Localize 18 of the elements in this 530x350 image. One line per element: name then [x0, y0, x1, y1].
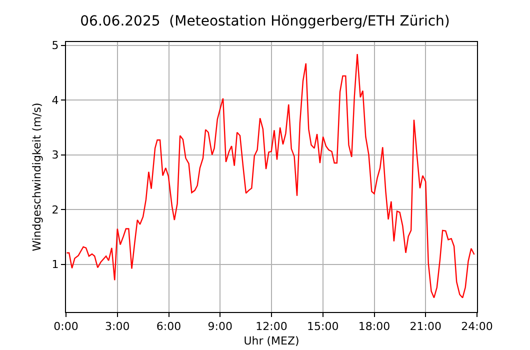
x-tick-label: 0:00 — [54, 320, 78, 334]
y-tick-label: 2 — [52, 203, 59, 216]
x-tick-label: 12:00 — [256, 320, 288, 334]
x-axis-title: Uhr (MEZ) — [244, 334, 300, 348]
x-tick-label: 18:00 — [358, 320, 390, 334]
x-tick-label: 15:00 — [307, 320, 339, 334]
x-tick-label: 9:00 — [208, 320, 232, 334]
x-tick-label: 6:00 — [156, 320, 182, 334]
y-tick-label: 3 — [52, 148, 59, 162]
y-tick-label: 5 — [52, 39, 59, 52]
y-tick-label: 1 — [52, 258, 59, 272]
y-axis-title: Windgeschwindigkeit (m/s) — [30, 102, 44, 252]
chart-title: 06.06.2025 (Meteostation Hönggerberg/ETH Zürich) — [80, 14, 450, 30]
x-tick-label: 21:00 — [410, 320, 442, 334]
x-tick-label: 24:00 — [461, 320, 493, 334]
y-tick-label: 4 — [52, 94, 59, 107]
line-series — [66, 53, 475, 298]
x-tick-label: 3:00 — [105, 320, 130, 334]
